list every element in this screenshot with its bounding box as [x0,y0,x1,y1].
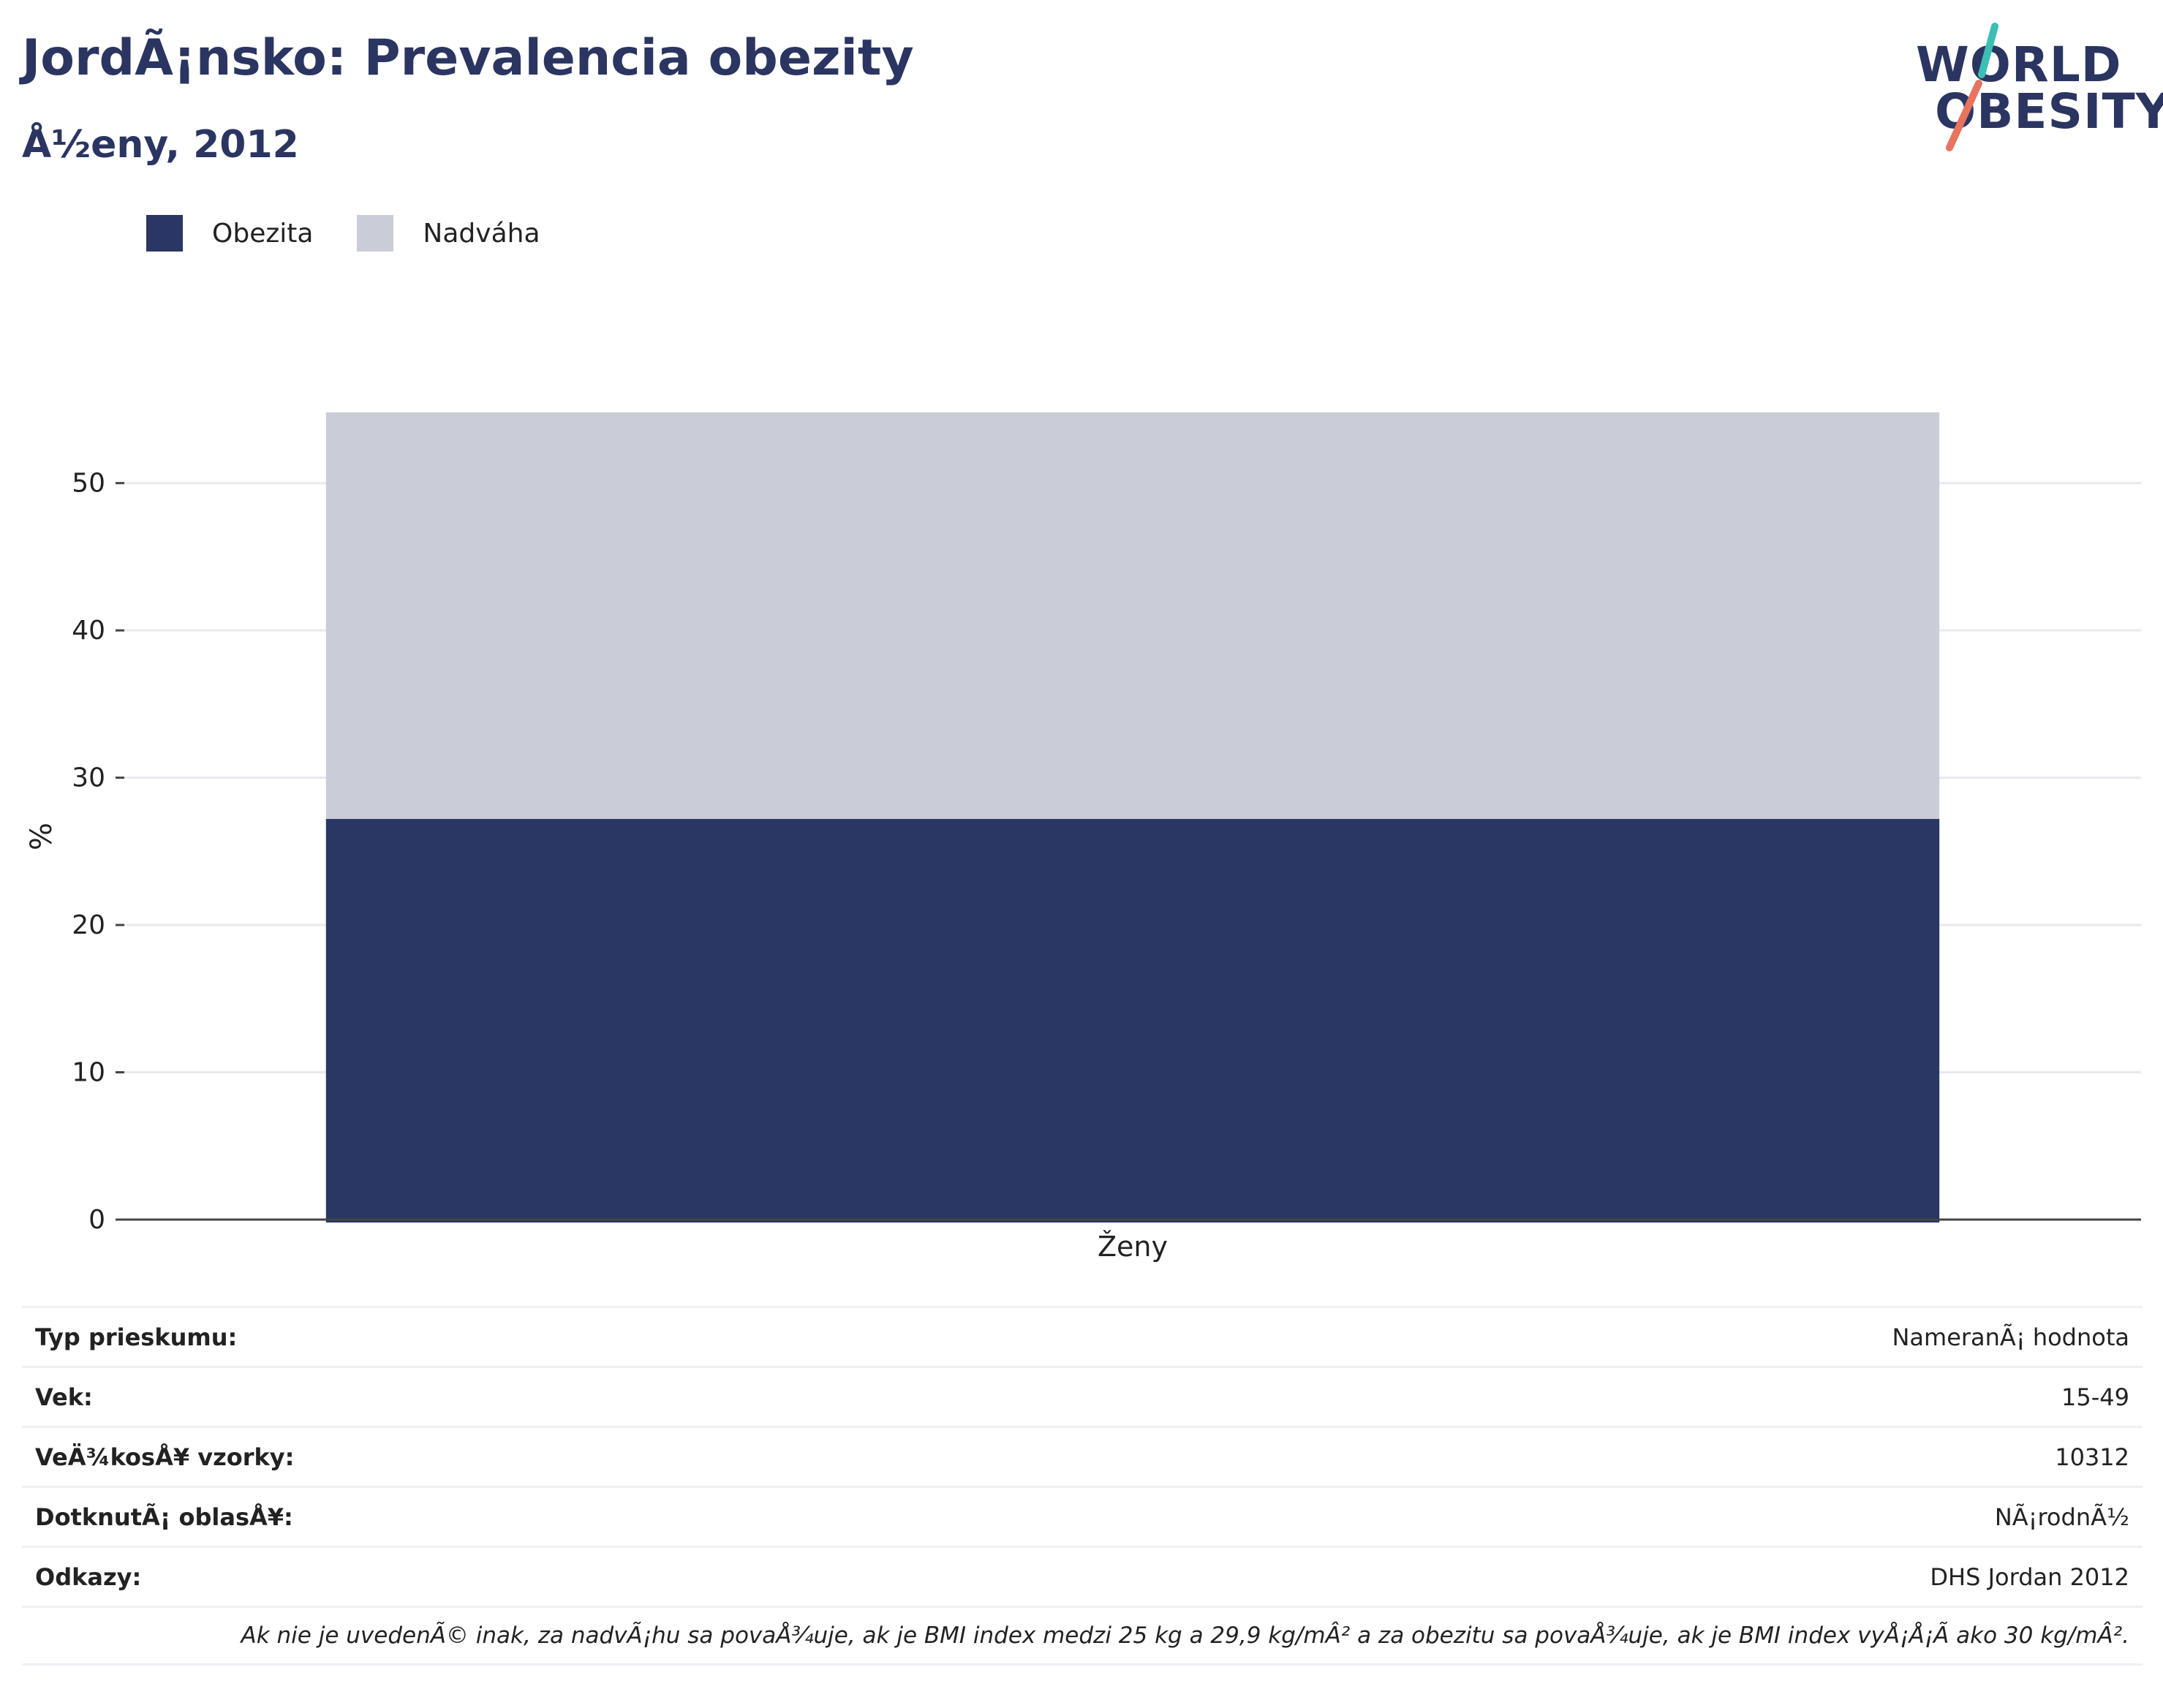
legend-item-obesity: Obezita [146,215,313,252]
page-subtitle: Å½eny, 2012 [22,123,299,167]
info-value: 15-49 [2061,1383,2129,1411]
info-value: NameranÃ¡ hodnota [1892,1323,2129,1351]
info-value: 10312 [2055,1443,2129,1471]
page-title: JordÃ¡nsko: Prevalencia obezity [22,29,914,87]
y-tick-label: 50 [72,469,105,499]
bar-obesity [325,819,1940,1223]
logo-line-1: WORLD [1916,37,2122,93]
info-table: Typ prieskumu: NameranÃ¡ hodnota Vek: 15-49… [22,1306,2143,1666]
legend-item-overweight: Nadváha [357,215,540,252]
info-value: DHS Jordan 2012 [1930,1562,2129,1591]
info-key: Typ prieskumu: [35,1323,238,1351]
info-key: VeÄ¾kosÅ¥ vzorky: [35,1443,295,1471]
info-key: Vek: [35,1383,93,1411]
legend-swatch-overweight [357,215,394,252]
chart-legend: Obezita Nadváha [146,215,584,252]
info-row: Vek: 15-49 [22,1366,2143,1426]
info-value: NÃ¡rodnÃ½ [1994,1503,2129,1531]
y-tick-label: 20 [72,910,105,940]
world-obesity-logo: WORLD OBESITY [1901,22,2163,154]
info-row: Typ prieskumu: NameranÃ¡ hodnota [22,1306,2143,1366]
info-row: VeÄ¾kosÅ¥ vzorky: 10312 [22,1426,2143,1486]
y-axis-label: % [25,823,58,850]
info-row: Odkazy: DHS Jordan 2012 [22,1546,2143,1606]
legend-label-obesity: Obezita [212,218,314,249]
logo-slash-icon [1946,23,1998,151]
footnote: Ak nie je uvedenÃ© inak, za nadvÃ¡hu sa … [22,1606,2143,1666]
info-key: Odkazy: [35,1562,142,1591]
x-tick-label: Ženy [1098,1231,1168,1263]
y-tick-label: 40 [72,616,105,646]
bar-overweight [325,412,1940,820]
y-tick-label: 30 [72,763,105,793]
y-tick-label: 0 [88,1205,105,1235]
legend-swatch-obesity [146,215,183,252]
info-key: DotknutÃ¡ oblasÅ¥: [35,1503,293,1531]
legend-label-overweight: Nadváha [423,218,540,249]
bar-chart: 0 10 20 30 40 50% Ženy [25,412,2141,1263]
y-tick-label: 10 [72,1058,105,1088]
info-row: DotknutÃ¡ oblasÅ¥: NÃ¡rodnÃ½ [22,1486,2143,1546]
